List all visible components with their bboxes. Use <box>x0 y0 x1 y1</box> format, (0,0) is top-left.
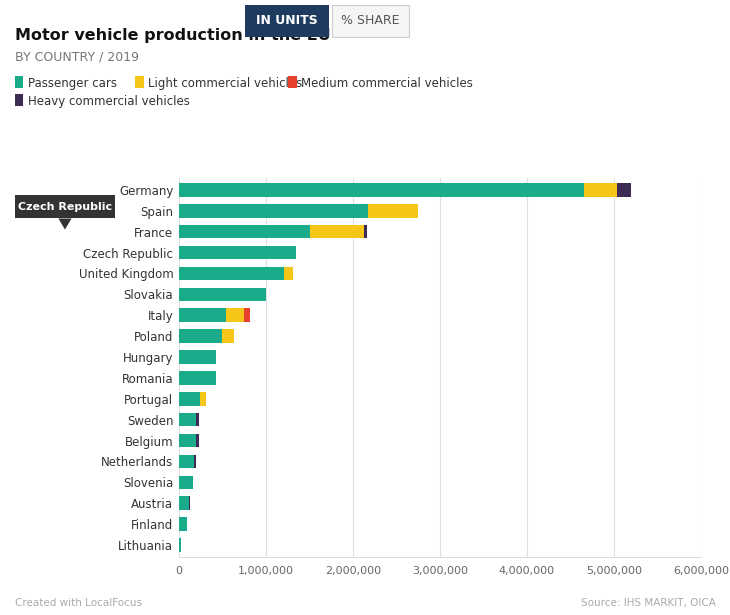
Bar <box>364 225 367 239</box>
Bar <box>179 371 216 385</box>
Bar <box>179 517 187 531</box>
Bar <box>584 183 617 197</box>
Bar <box>179 350 216 364</box>
Bar <box>179 329 223 343</box>
Bar <box>179 392 200 406</box>
Bar <box>200 392 206 406</box>
Bar <box>179 246 296 260</box>
Bar <box>179 183 584 197</box>
Bar <box>179 475 193 489</box>
Bar <box>196 434 199 447</box>
Bar <box>179 225 310 239</box>
Text: BY COUNTRY / 2019: BY COUNTRY / 2019 <box>15 50 139 63</box>
Text: Czech Republic: Czech Republic <box>18 202 112 212</box>
Bar <box>223 329 234 343</box>
Text: Passenger cars: Passenger cars <box>28 76 117 90</box>
Bar <box>179 434 196 447</box>
Bar <box>193 454 196 468</box>
Bar <box>244 309 250 322</box>
Text: Source: IHS MARKIT, OICA: Source: IHS MARKIT, OICA <box>580 598 715 608</box>
Text: Motor vehicle production in the EU: Motor vehicle production in the EU <box>15 28 331 42</box>
Bar <box>179 288 266 301</box>
Bar <box>196 413 199 426</box>
Text: IN UNITS: IN UNITS <box>255 14 318 28</box>
Text: Light commercial vehicles: Light commercial vehicles <box>148 76 302 90</box>
Text: % SHARE: % SHARE <box>341 14 400 28</box>
Bar <box>310 225 364 239</box>
Bar <box>179 267 284 280</box>
Bar <box>226 309 244 322</box>
Bar <box>179 204 368 218</box>
Bar <box>179 413 196 426</box>
Bar <box>179 496 189 510</box>
Bar <box>179 538 181 552</box>
Bar <box>617 183 631 197</box>
Bar <box>179 309 226 322</box>
Bar <box>179 454 193 468</box>
Bar <box>284 267 293 280</box>
Text: Medium commercial vehicles: Medium commercial vehicles <box>301 76 473 90</box>
Bar <box>368 204 418 218</box>
Text: Heavy commercial vehicles: Heavy commercial vehicles <box>28 95 190 108</box>
Text: Created with LocalFocus: Created with LocalFocus <box>15 598 142 608</box>
